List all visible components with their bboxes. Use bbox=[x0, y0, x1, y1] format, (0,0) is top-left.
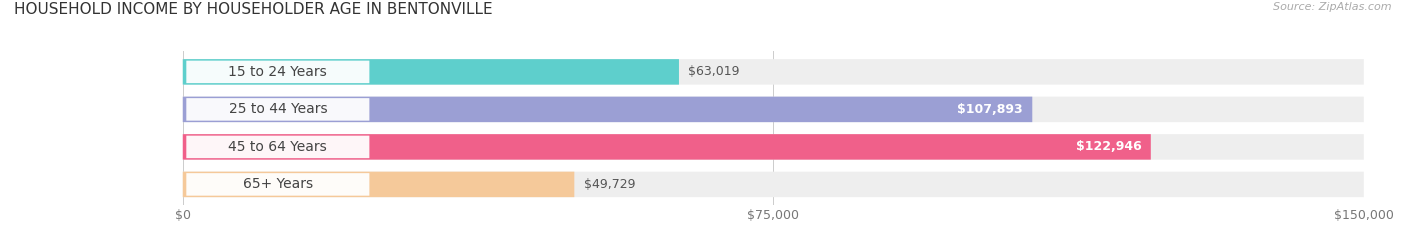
Text: 65+ Years: 65+ Years bbox=[243, 177, 314, 192]
Text: 25 to 44 Years: 25 to 44 Years bbox=[229, 102, 328, 116]
FancyBboxPatch shape bbox=[183, 134, 1364, 160]
Text: 15 to 24 Years: 15 to 24 Years bbox=[229, 65, 328, 79]
FancyBboxPatch shape bbox=[183, 97, 1032, 122]
Text: $63,019: $63,019 bbox=[689, 65, 740, 78]
Text: $49,729: $49,729 bbox=[583, 178, 636, 191]
FancyBboxPatch shape bbox=[187, 136, 370, 158]
FancyBboxPatch shape bbox=[187, 98, 370, 121]
FancyBboxPatch shape bbox=[183, 59, 1364, 85]
FancyBboxPatch shape bbox=[187, 61, 370, 83]
FancyBboxPatch shape bbox=[183, 172, 574, 197]
Text: $122,946: $122,946 bbox=[1076, 140, 1142, 153]
Text: HOUSEHOLD INCOME BY HOUSEHOLDER AGE IN BENTONVILLE: HOUSEHOLD INCOME BY HOUSEHOLDER AGE IN B… bbox=[14, 2, 492, 17]
FancyBboxPatch shape bbox=[183, 97, 1364, 122]
Text: Source: ZipAtlas.com: Source: ZipAtlas.com bbox=[1274, 2, 1392, 12]
Text: 45 to 64 Years: 45 to 64 Years bbox=[229, 140, 328, 154]
FancyBboxPatch shape bbox=[183, 134, 1150, 160]
Text: $107,893: $107,893 bbox=[957, 103, 1022, 116]
FancyBboxPatch shape bbox=[183, 59, 679, 85]
FancyBboxPatch shape bbox=[183, 172, 1364, 197]
FancyBboxPatch shape bbox=[187, 173, 370, 196]
